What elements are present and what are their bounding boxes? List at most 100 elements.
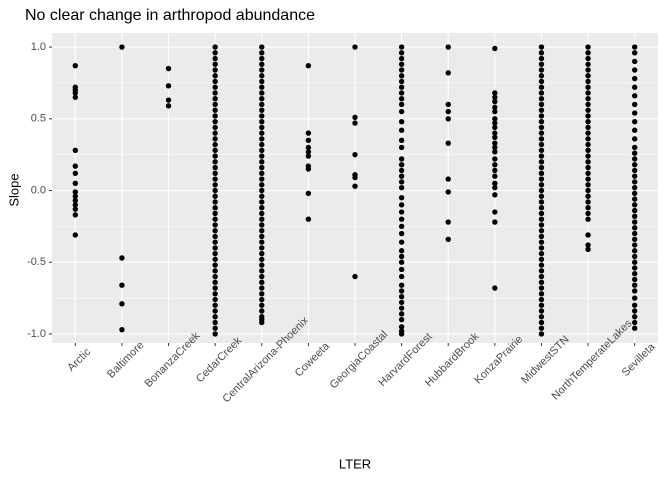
point	[352, 174, 358, 181]
point	[538, 55, 545, 62]
point	[398, 90, 405, 96]
point	[445, 70, 451, 76]
point	[398, 293, 405, 300]
point	[631, 184, 638, 191]
point	[398, 101, 405, 108]
point	[398, 179, 405, 185]
point	[212, 205, 218, 211]
point	[259, 130, 265, 136]
point	[72, 163, 79, 169]
point	[259, 279, 265, 286]
point	[492, 167, 498, 174]
point	[259, 222, 265, 228]
point	[445, 108, 451, 115]
point	[631, 314, 638, 320]
point	[538, 159, 545, 165]
point	[398, 67, 405, 73]
point	[259, 262, 265, 268]
point	[119, 282, 125, 288]
point	[398, 230, 405, 237]
point	[72, 147, 79, 154]
point	[398, 161, 405, 168]
point	[492, 173, 498, 179]
point	[398, 316, 405, 323]
point	[631, 271, 638, 277]
point	[259, 205, 265, 211]
point	[585, 141, 591, 148]
point	[212, 44, 218, 50]
point	[72, 232, 79, 238]
point	[585, 124, 591, 131]
point	[538, 268, 545, 274]
point	[631, 302, 638, 308]
point	[259, 101, 265, 108]
point	[492, 120, 498, 126]
point	[631, 325, 638, 331]
point	[259, 78, 265, 85]
point	[538, 308, 545, 314]
point	[398, 311, 405, 317]
point	[538, 256, 545, 263]
point	[492, 130, 498, 136]
point	[585, 136, 591, 142]
point	[259, 285, 265, 291]
point	[585, 55, 591, 62]
point	[259, 273, 265, 280]
point	[538, 233, 545, 240]
point	[398, 55, 405, 62]
point	[585, 182, 591, 188]
point	[259, 239, 265, 245]
point	[631, 127, 638, 133]
point	[212, 55, 218, 62]
point	[631, 202, 638, 208]
point	[631, 295, 638, 301]
point	[212, 239, 218, 245]
point	[631, 213, 638, 220]
point	[212, 130, 218, 136]
point	[259, 193, 265, 199]
point	[212, 262, 218, 268]
point	[538, 302, 545, 308]
point	[538, 199, 545, 205]
point	[631, 50, 638, 56]
point	[259, 216, 265, 222]
point	[492, 108, 498, 115]
point	[445, 176, 451, 182]
point	[212, 199, 218, 205]
point	[538, 176, 545, 182]
point	[259, 61, 265, 67]
point	[398, 223, 405, 230]
point	[538, 245, 545, 251]
point	[398, 173, 405, 179]
point	[538, 101, 545, 108]
point	[259, 233, 265, 240]
point	[212, 308, 218, 314]
point	[585, 164, 591, 171]
point	[398, 84, 405, 90]
point	[352, 183, 358, 189]
point	[72, 94, 79, 100]
point	[631, 236, 638, 242]
point	[538, 96, 545, 102]
point	[538, 273, 545, 280]
point	[631, 248, 638, 254]
point	[398, 299, 405, 306]
point	[259, 73, 265, 79]
point	[492, 184, 498, 191]
point	[212, 187, 218, 194]
point	[631, 319, 638, 326]
point	[631, 150, 638, 156]
point	[259, 314, 265, 320]
point	[398, 266, 405, 273]
point	[305, 137, 312, 144]
point	[259, 308, 265, 314]
point	[212, 124, 218, 131]
point	[352, 114, 358, 121]
point	[585, 232, 591, 238]
point	[631, 242, 638, 248]
point	[631, 190, 638, 197]
point	[119, 326, 125, 333]
point	[585, 216, 591, 222]
point	[259, 176, 265, 182]
